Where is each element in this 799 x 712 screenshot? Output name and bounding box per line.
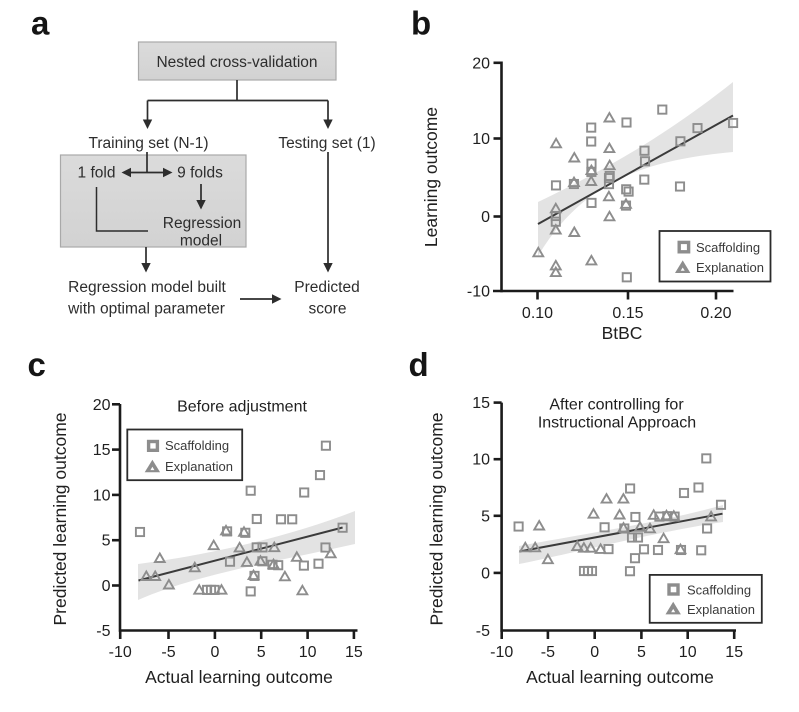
svg-text:Explanation: Explanation (687, 602, 755, 617)
svg-text:5: 5 (481, 508, 490, 525)
svg-text:Testing set (1): Testing set (1) (278, 135, 375, 152)
svg-text:model: model (180, 233, 222, 250)
svg-text:5: 5 (637, 644, 646, 661)
svg-text:Scaffolding: Scaffolding (696, 240, 760, 255)
svg-text:10: 10 (93, 487, 111, 504)
svg-text:with optimal parameter: with optimal parameter (67, 301, 225, 318)
svg-text:b: b (411, 5, 431, 42)
svg-text:10: 10 (299, 644, 317, 661)
svg-text:0: 0 (210, 644, 219, 661)
svg-text:score: score (309, 301, 347, 318)
svg-text:15: 15 (345, 644, 363, 661)
svg-text:-5: -5 (161, 644, 175, 661)
svg-text:d: d (409, 346, 429, 383)
svg-text:10: 10 (472, 452, 490, 469)
svg-text:BtBC: BtBC (602, 323, 643, 343)
svg-text:Explanation: Explanation (696, 260, 764, 275)
svg-text:Explanation: Explanation (165, 459, 233, 474)
svg-text:-10: -10 (467, 284, 490, 301)
svg-text:Learning outcome: Learning outcome (421, 107, 441, 247)
svg-text:Actual learning outcome: Actual learning outcome (145, 667, 333, 687)
svg-text:10: 10 (679, 644, 697, 661)
svg-text:Training set (N-1): Training set (N-1) (88, 135, 208, 152)
svg-text:Instructional Approach: Instructional Approach (538, 415, 696, 432)
svg-text:-10: -10 (490, 644, 513, 661)
svg-text:5: 5 (102, 533, 111, 550)
svg-text:Actual learning outcome: Actual learning outcome (526, 667, 714, 687)
svg-text:1 fold: 1 fold (78, 165, 116, 182)
svg-text:0: 0 (481, 565, 490, 582)
svg-text:Predicted learning outcome: Predicted learning outcome (50, 412, 70, 625)
svg-text:20: 20 (93, 397, 111, 414)
svg-text:Predicted: Predicted (294, 279, 359, 296)
svg-text:0: 0 (102, 578, 111, 595)
svg-text:-10: -10 (109, 644, 132, 661)
svg-text:9 folds: 9 folds (177, 165, 223, 182)
svg-text:Regression: Regression (163, 215, 241, 232)
svg-text:0.20: 0.20 (700, 305, 731, 322)
svg-text:0: 0 (481, 209, 490, 226)
svg-text:Before adjustment: Before adjustment (177, 399, 307, 416)
svg-text:10: 10 (472, 131, 490, 148)
svg-text:a: a (31, 5, 50, 42)
svg-text:-5: -5 (541, 644, 555, 661)
svg-text:0.10: 0.10 (522, 305, 553, 322)
svg-text:Nested cross-validation: Nested cross-validation (156, 54, 317, 71)
svg-text:-5: -5 (476, 623, 490, 640)
svg-text:Regression model built: Regression model built (68, 279, 226, 296)
svg-text:20: 20 (472, 55, 490, 72)
svg-text:15: 15 (472, 395, 490, 412)
svg-text:Scaffolding: Scaffolding (165, 438, 229, 453)
svg-text:Scaffolding: Scaffolding (687, 583, 751, 598)
svg-text:0.15: 0.15 (612, 305, 643, 322)
svg-text:-5: -5 (96, 623, 110, 640)
svg-text:15: 15 (93, 442, 111, 459)
svg-text:Predicted learning outcome: Predicted learning outcome (427, 412, 447, 625)
svg-text:15: 15 (725, 644, 743, 661)
svg-text:c: c (28, 346, 46, 383)
svg-text:After controlling for: After controlling for (549, 397, 684, 414)
svg-text:0: 0 (590, 644, 599, 661)
svg-text:5: 5 (257, 644, 266, 661)
